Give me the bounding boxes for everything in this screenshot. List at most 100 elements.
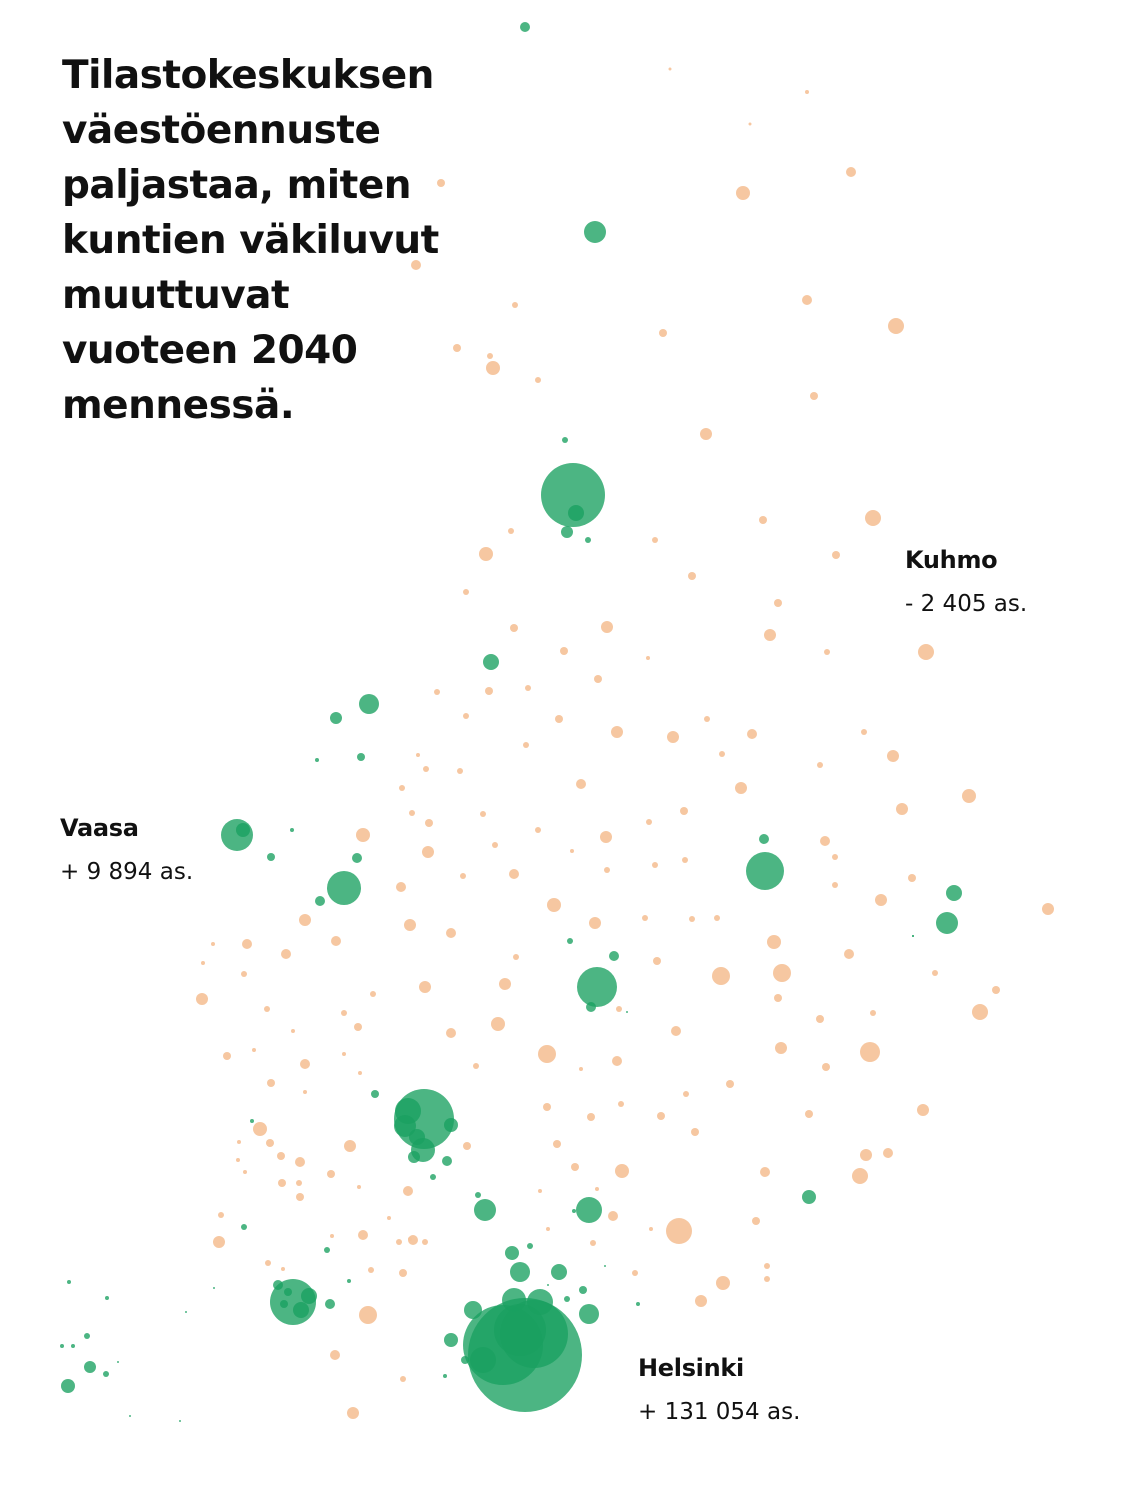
municipality-decline-bubble [883, 1148, 893, 1158]
municipality-growth-bubble [494, 1304, 546, 1356]
municipality-decline-bubble [370, 991, 376, 997]
municipality-decline-bubble [653, 957, 661, 965]
municipality-growth-bubble [394, 1115, 416, 1137]
municipality-growth-bubble [280, 1300, 288, 1308]
municipality-decline-bubble [775, 1042, 787, 1054]
municipality-decline-bubble [896, 803, 908, 815]
municipality-decline-bubble [546, 1227, 550, 1231]
municipality-decline-bubble [330, 1234, 334, 1238]
municipality-decline-bubble [618, 1101, 624, 1107]
municipality-decline-bubble [513, 954, 519, 960]
municipality-decline-bubble [714, 915, 720, 921]
municipality-decline-bubble [499, 978, 511, 990]
municipality-decline-bubble [689, 916, 695, 922]
municipality-decline-bubble [264, 1006, 270, 1012]
municipality-decline-bubble [668, 67, 672, 71]
municipality-decline-bubble [341, 1010, 347, 1016]
municipality-growth-bubble [179, 1420, 181, 1422]
municipality-growth-bubble [759, 834, 769, 844]
municipality-growth-bubble [579, 1286, 587, 1294]
municipality-growth-bubble [129, 1415, 131, 1417]
municipality-decline-bubble [832, 551, 840, 559]
municipality-decline-bubble [555, 715, 563, 723]
municipality-decline-bubble [747, 729, 757, 739]
municipality-decline-bubble [560, 647, 568, 655]
municipality-decline-bubble [399, 1269, 407, 1277]
municipality-decline-bubble [680, 807, 688, 815]
municipality-growth-bubble [585, 537, 591, 543]
municipality-growth-bubble [221, 819, 253, 851]
municipality-decline-bubble [525, 685, 531, 691]
municipality-decline-bubble [422, 846, 434, 858]
municipality-decline-bubble [480, 811, 486, 817]
municipality-decline-bubble [908, 874, 916, 882]
municipality-growth-bubble [301, 1288, 317, 1304]
municipality-decline-bubble [846, 167, 856, 177]
headline-line: kuntien väkiluvut [62, 218, 439, 263]
municipality-decline-bubble [870, 1010, 876, 1016]
municipality-decline-bubble [299, 914, 311, 926]
municipality-growth-bubble [236, 823, 250, 837]
municipality-growth-bubble [520, 22, 530, 32]
headline-line: vuoteen 2040 [62, 328, 358, 373]
municipality-growth-bubble [250, 1119, 254, 1123]
municipality-decline-bubble [303, 1090, 307, 1094]
municipality-decline-bubble [267, 1079, 275, 1087]
growth-bubbles [60, 22, 962, 1422]
municipality-growth-bubble [273, 1280, 283, 1290]
municipality-decline-bubble [810, 392, 818, 400]
municipality-decline-bubble [817, 762, 823, 768]
municipality-decline-bubble [595, 1187, 599, 1191]
municipality-decline-bubble [252, 1048, 256, 1052]
municipality-decline-bubble [736, 186, 750, 200]
municipality-decline-bubble [888, 318, 904, 334]
municipality-decline-bubble [816, 1015, 824, 1023]
municipality-decline-bubble [719, 751, 725, 757]
municipality-growth-bubble [352, 853, 362, 863]
municipality-growth-bubble [541, 463, 605, 527]
municipality-growth-bubble [461, 1356, 469, 1364]
municipality-decline-bubble [553, 1140, 561, 1148]
municipality-decline-bubble [865, 510, 881, 526]
municipality-decline-bubble [281, 1267, 285, 1271]
callout-vaasa: Vaasa + 9 894 as. [60, 813, 193, 887]
municipality-growth-bubble [325, 1299, 335, 1309]
municipality-growth-bubble [470, 1347, 496, 1373]
municipality-decline-bubble [832, 854, 838, 860]
municipality-decline-bubble [601, 621, 613, 633]
municipality-decline-bubble [196, 993, 208, 1005]
municipality-growth-bubble [71, 1344, 75, 1348]
municipality-growth-bubble [84, 1361, 96, 1373]
municipality-growth-bubble [284, 1288, 292, 1296]
municipality-growth-bubble [327, 871, 361, 905]
municipality-decline-bubble [491, 1017, 505, 1031]
municipality-growth-bubble [474, 1199, 496, 1221]
municipality-decline-bubble [543, 1103, 551, 1111]
municipality-decline-bubble [748, 122, 752, 126]
municipality-decline-bubble [587, 1113, 595, 1121]
municipality-growth-bubble [505, 1246, 519, 1260]
municipality-decline-bubble [600, 831, 612, 843]
municipality-decline-bubble [331, 936, 341, 946]
municipality-growth-bubble [579, 1304, 599, 1324]
municipality-decline-bubble [802, 295, 812, 305]
municipality-decline-bubble [344, 1140, 356, 1152]
municipality-decline-bubble [357, 1185, 361, 1189]
city-label: Kuhmo [905, 546, 998, 574]
municipality-growth-bubble [626, 1011, 628, 1013]
municipality-decline-bubble [223, 1052, 231, 1060]
municipality-decline-bubble [460, 873, 466, 879]
municipality-growth-bubble [912, 935, 914, 937]
municipality-decline-bubble [652, 537, 658, 543]
municipality-decline-bubble [570, 849, 574, 853]
municipality-decline-bubble [479, 547, 493, 561]
municipality-decline-bubble [805, 1110, 813, 1118]
municipality-growth-bubble [290, 828, 294, 832]
municipality-decline-bubble [253, 1122, 267, 1136]
municipality-decline-bubble [486, 361, 500, 375]
municipality-decline-bubble [241, 971, 247, 977]
municipality-growth-bubble [586, 1002, 596, 1012]
municipality-decline-bubble [218, 1212, 224, 1218]
municipality-decline-bubble [547, 898, 561, 912]
municipality-growth-bubble [213, 1287, 215, 1289]
